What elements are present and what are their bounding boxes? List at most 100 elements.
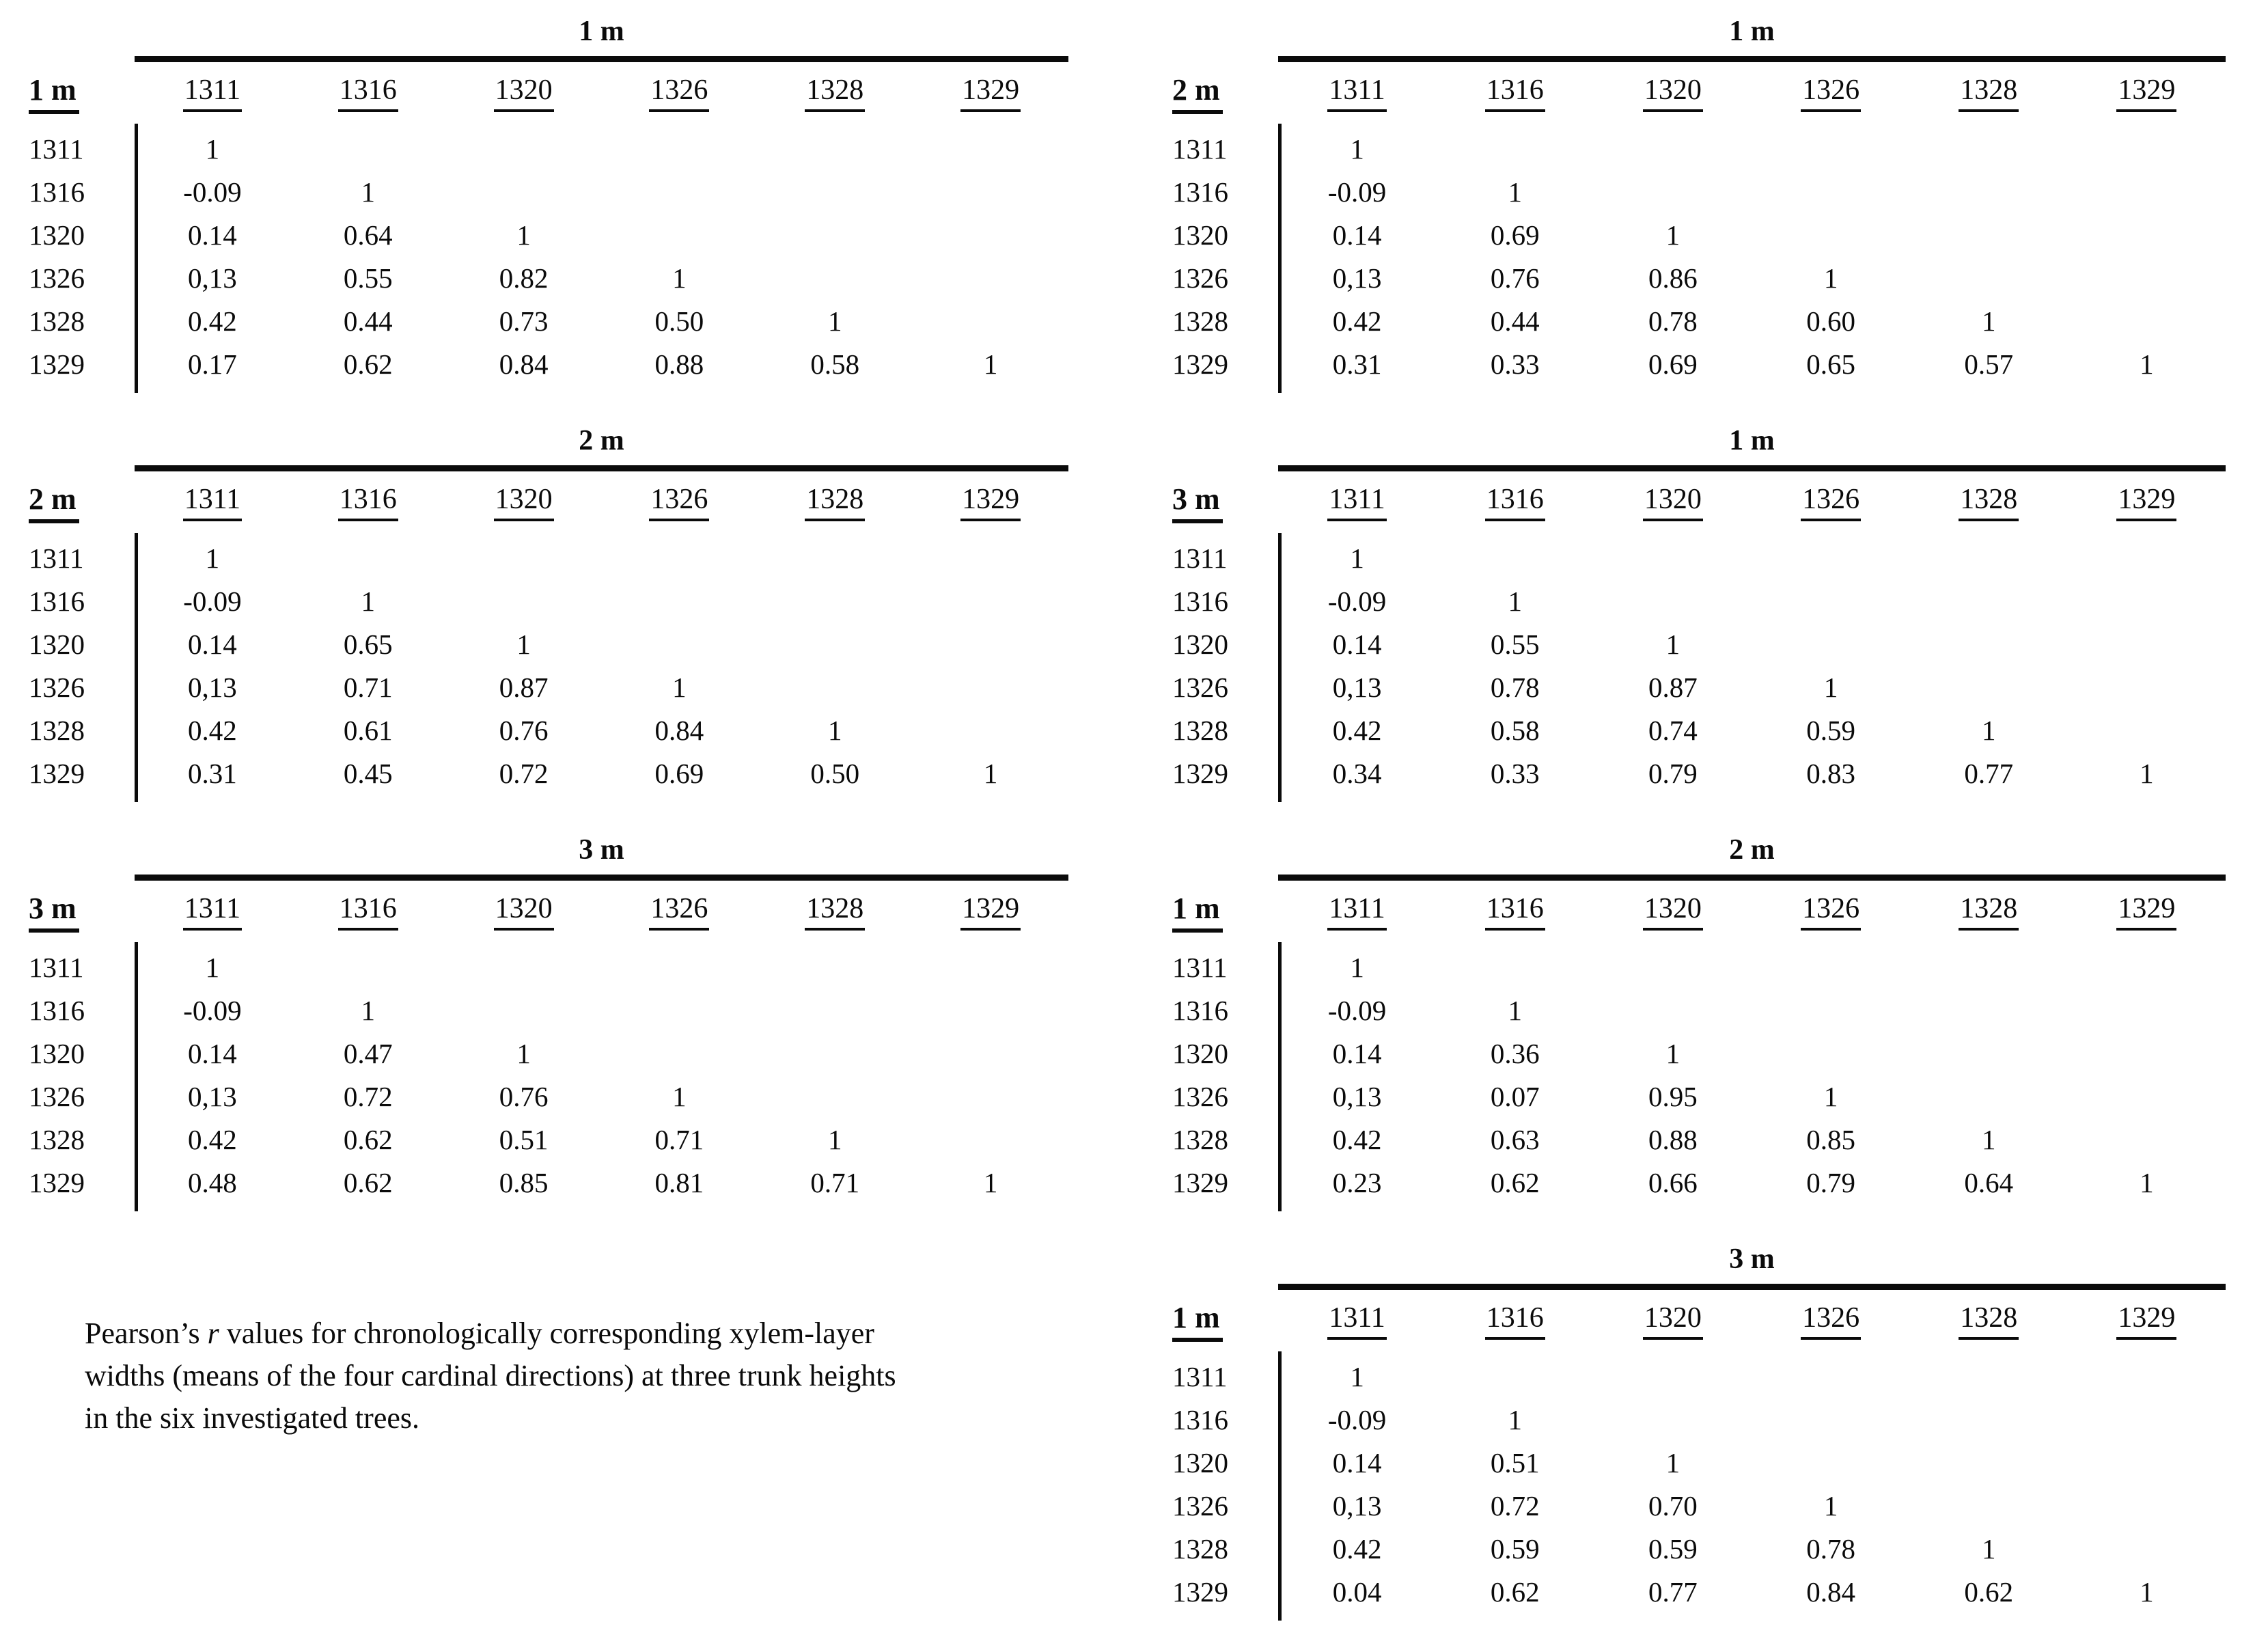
empty-cell [446, 989, 602, 1032]
cell-value: 0.62 [343, 1124, 393, 1155]
table-header-row: 1 m 1311 1316 1320 1326 1328 1329 [1165, 1290, 2226, 1342]
cell-value: 1 [361, 176, 375, 208]
cell-value: 0.44 [1490, 305, 1540, 337]
row-group-label-cell: 1 m [1165, 1301, 1278, 1342]
table-title: 1 m [1729, 16, 1775, 47]
table-row: 1316 -0.09 1 [22, 580, 1068, 623]
row-group-label: 2 m [29, 482, 79, 523]
table-row: 1329 0.17 0.62 0.84 0.88 0.58 1 [22, 343, 1068, 386]
row-group-label: 3 m [1172, 482, 1223, 523]
empty-cell [913, 709, 1068, 752]
row-group-label-cell: 2 m [22, 482, 135, 523]
row-header: 1320 [29, 219, 85, 251]
row-header: 1328 [29, 715, 85, 746]
column-header-cell: 1316 [1436, 892, 1594, 933]
cell-value: 0.65 [1806, 348, 1855, 380]
column-header-cell: 1328 [1910, 892, 2068, 933]
cell-value: 0.76 [1490, 262, 1540, 294]
table-title: 3 m [1729, 1243, 1775, 1275]
empty-cell [1752, 1355, 1910, 1399]
cell-value: 0.62 [1964, 1576, 2014, 1608]
row-header: 1311 [1172, 133, 1228, 165]
empty-cell [1910, 989, 2068, 1032]
cell-value: 0.36 [1490, 1038, 1540, 1069]
empty-cell [446, 537, 602, 580]
cell-value: 1 [1981, 1533, 1996, 1565]
table-row: 1316 -0.09 1 [1165, 989, 2226, 1032]
column-header-cell: 1329 [913, 892, 1068, 933]
empty-cell [601, 1032, 757, 1075]
empty-cell [2068, 257, 2226, 300]
cell-value: 0.42 [1332, 305, 1382, 337]
caption-text-line3: in the six investigated trees. [85, 1401, 419, 1435]
empty-cell [913, 171, 1068, 214]
column-header: 1329 [2116, 892, 2177, 931]
cell-value: 1 [1823, 672, 1838, 703]
table-row: 1311 1 [1165, 946, 2226, 989]
table-title-row: 2 m [22, 424, 1068, 471]
cell-value: 0.31 [1332, 348, 1382, 380]
column-header: 1311 [1327, 73, 1387, 112]
table-title-cell: 1 m [1278, 15, 2226, 62]
row-group-label: 1 m [1172, 892, 1223, 933]
cell-value: 0.69 [654, 758, 704, 789]
column-header: 1316 [1484, 1301, 1545, 1340]
empty-cell [2068, 128, 2226, 171]
column-header-cell: 1316 [290, 73, 446, 114]
caption-italic-r: r [207, 1317, 219, 1350]
table-row: 1329 0.31 0.33 0.69 0.65 0.57 1 [1165, 343, 2226, 386]
column-header-cell: 1328 [1910, 1301, 2068, 1342]
cell-value: 0.74 [1648, 715, 1698, 746]
cell-value: 0.85 [1806, 1124, 1855, 1155]
column-header: 1326 [1801, 73, 1862, 112]
table-row: 1328 0.42 0.58 0.74 0.59 1 [1165, 709, 2226, 752]
table-row: 1328 0.42 0.61 0.76 0.84 1 [22, 709, 1068, 752]
row-header: 1328 [29, 1124, 85, 1155]
row-header: 1320 [1172, 1447, 1228, 1478]
table-row: 1320 0.14 0.55 1 [1165, 623, 2226, 666]
cell-value: 0.70 [1648, 1490, 1698, 1522]
column-header-cell: 1329 [2068, 73, 2226, 114]
table-row: 1320 0.14 0.64 1 [22, 214, 1068, 257]
cell-value: -0.09 [1327, 1404, 1387, 1435]
left-column: 1 m 1 m 1311 1316 1320 1326 1328 1329 1311 1 1316 -… [0, 15, 1134, 1652]
empty-cell [913, 128, 1068, 171]
row-header: 1328 [1172, 1533, 1228, 1565]
cell-value: 0.76 [499, 715, 549, 746]
correlation-table: 3 m 3 m 1311 1316 1320 1326 1328 1329 1311 1 1316 -… [22, 834, 1068, 1211]
empty-cell [1910, 666, 2068, 709]
cell-value: 1 [2140, 348, 2154, 380]
cell-value: 0.69 [1490, 219, 1540, 251]
empty-cell [913, 257, 1068, 300]
column-header: 1328 [1959, 892, 2019, 931]
column-header: 1316 [337, 892, 398, 931]
empty-cell [2068, 666, 2226, 709]
cell-value: 1 [827, 305, 842, 337]
column-header-cell: 1329 [2068, 1301, 2226, 1342]
cell-value: 0.58 [1490, 715, 1540, 746]
cell-value: 1 [1508, 1404, 1522, 1435]
empty-cell [913, 537, 1068, 580]
row-header: 1328 [1172, 715, 1228, 746]
empty-cell [757, 214, 913, 257]
table-row: 1316 -0.09 1 [22, 989, 1068, 1032]
cell-value: 0.34 [1332, 758, 1382, 789]
empty-cell [1910, 171, 2068, 214]
column-header-cell: 1329 [2068, 892, 2226, 933]
row-header: 1329 [29, 1167, 85, 1198]
column-header-cell: 1329 [913, 73, 1068, 114]
table-title-row: 2 m [1165, 834, 2226, 881]
table-title-row: 1 m [1165, 15, 2226, 62]
cell-value: -0.09 [1327, 176, 1387, 208]
table-row: 1326 0,13 0.78 0.87 1 [1165, 666, 2226, 709]
cell-value: -0.09 [183, 586, 242, 617]
cell-value: 1 [1823, 1490, 1838, 1522]
column-header-cell: 1316 [1436, 1301, 1594, 1342]
column-header: 1311 [1327, 1301, 1387, 1340]
empty-cell [601, 128, 757, 171]
empty-cell [1594, 989, 1752, 1032]
cell-value: 1 [516, 629, 531, 660]
column-header-cell: 1316 [290, 482, 446, 523]
caption-text-line2: widths (means of the four cardinal direc… [85, 1359, 896, 1392]
cell-value: 1 [827, 1124, 842, 1155]
